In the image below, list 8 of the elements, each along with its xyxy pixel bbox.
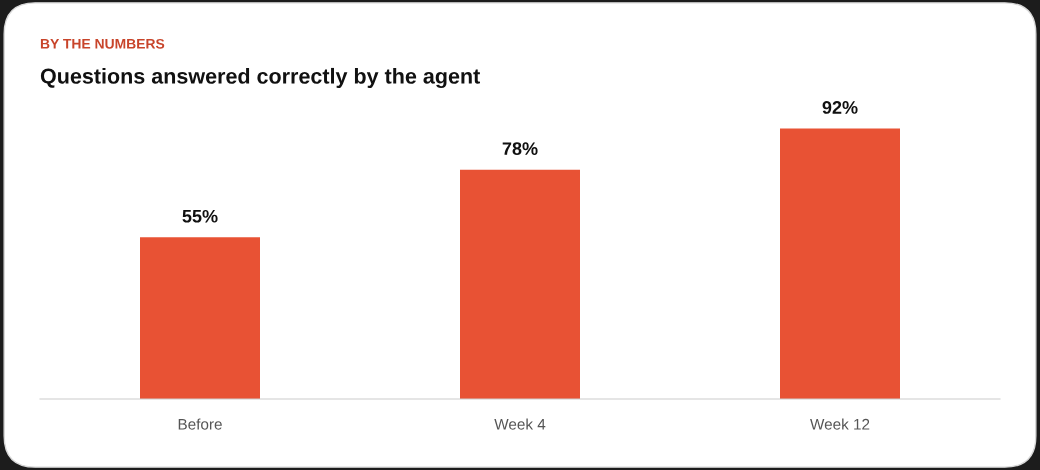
data-label: 78% xyxy=(502,142,538,155)
x-tick-label: Week 12 xyxy=(810,418,870,430)
x-tick-label: Week 4 xyxy=(494,418,546,430)
chart-subtitle: BY THE NUMBERS xyxy=(40,38,165,49)
data-label: 55% xyxy=(182,209,218,223)
data-label: 92% xyxy=(822,101,858,114)
x-tick-label: Before xyxy=(178,418,222,430)
chart-title: Questions answered correctly by the agent xyxy=(40,67,480,89)
